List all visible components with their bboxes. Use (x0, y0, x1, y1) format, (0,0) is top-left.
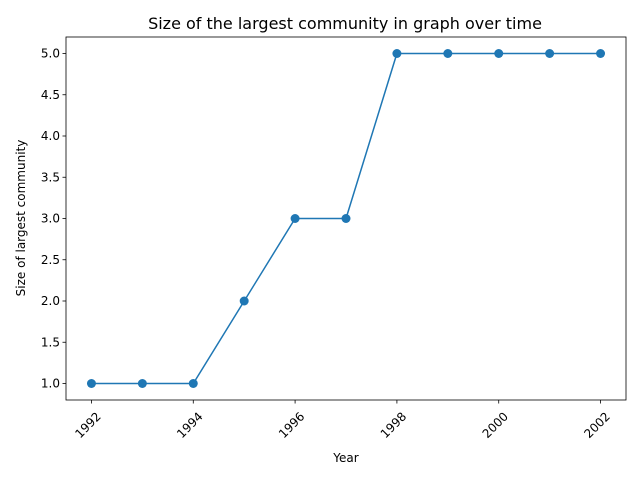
series-layer (86, 49, 606, 388)
y-tick-label: 3.0 (41, 212, 60, 226)
y-axis-label: Size of largest community (14, 140, 28, 297)
plot-frame (65, 36, 627, 401)
x-axis: 1992 1994 1996 1998 2000 2002 (72, 400, 613, 441)
data-point (86, 379, 96, 388)
y-axis: 1.0 1.5 2.0 2.5 3.0 3.5 4.0 4.5 5.0 (41, 47, 66, 391)
y-tick-label: 5.0 (41, 47, 60, 61)
x-tick-label: 1998 (378, 409, 409, 440)
x-tick-label: 2002 (581, 409, 612, 440)
y-tick-label: 1.5 (41, 335, 60, 349)
data-point (545, 49, 555, 58)
x-axis-label: Year (332, 451, 358, 465)
x-tick-label: 2000 (480, 409, 511, 440)
data-point (443, 49, 453, 58)
data-point (494, 49, 504, 58)
y-tick-label: 2.0 (41, 294, 60, 308)
data-point (290, 214, 300, 223)
data-point (392, 49, 402, 58)
data-point (188, 379, 198, 388)
y-tick-label: 4.0 (41, 129, 60, 143)
x-tick-label: 1992 (72, 409, 103, 440)
y-tick-label: 3.5 (41, 170, 60, 184)
data-point (137, 379, 147, 388)
chart-title: Size of the largest community in graph o… (148, 14, 542, 33)
x-tick-label: 1994 (174, 409, 205, 440)
x-tick-label: 1996 (276, 409, 307, 440)
y-tick-label: 2.5 (41, 253, 60, 267)
data-point (596, 49, 606, 58)
y-tick-label: 1.0 (41, 377, 60, 391)
data-point (239, 296, 249, 306)
y-tick-label: 4.5 (41, 88, 60, 102)
data-point (341, 214, 351, 223)
